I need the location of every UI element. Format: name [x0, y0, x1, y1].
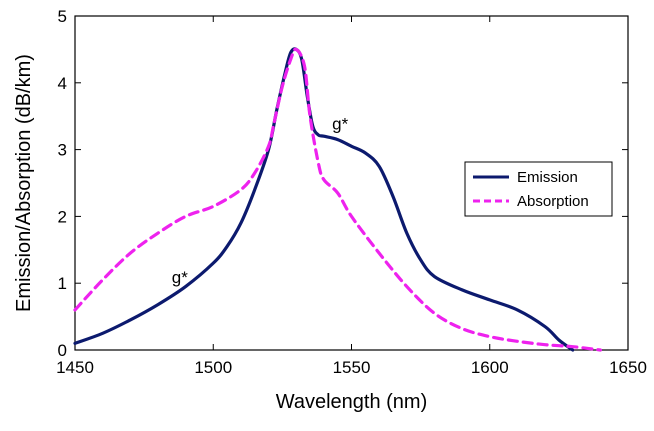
- legend-label-absorption: Absorption: [517, 193, 589, 210]
- y-tick-label: 1: [58, 274, 67, 293]
- x-axis-title: Wavelength (nm): [276, 391, 428, 413]
- series-layer: [73, 47, 602, 352]
- legend-label-emission: Emission: [517, 169, 578, 186]
- y-tick-label: 0: [58, 341, 67, 360]
- x-tick-label: 1500: [194, 358, 232, 377]
- legend: Emission Absorption: [464, 161, 613, 217]
- x-tick-label: 1450: [56, 358, 94, 377]
- ticks-layer: 1450 1500 1550 1600 1650 0 1 2 3 4 5: [56, 7, 647, 377]
- y-tick-label: 2: [58, 207, 67, 226]
- y-tick-label: 4: [58, 74, 67, 93]
- annotation-label: g*: [172, 268, 188, 287]
- x-tick-label: 1550: [333, 358, 371, 377]
- x-tick-label: 1600: [471, 358, 509, 377]
- series-line-absorption: [73, 47, 602, 352]
- y-axis-title: Emission/Absorption (dB/km): [13, 54, 35, 312]
- annotation-layer: g* g*: [172, 115, 349, 288]
- y-tick-label: 5: [58, 7, 67, 26]
- x-tick-label: 1650: [609, 358, 647, 377]
- legend-box: [464, 161, 613, 217]
- annotation-label: g*: [332, 115, 348, 134]
- y-tick-label: 3: [58, 141, 67, 160]
